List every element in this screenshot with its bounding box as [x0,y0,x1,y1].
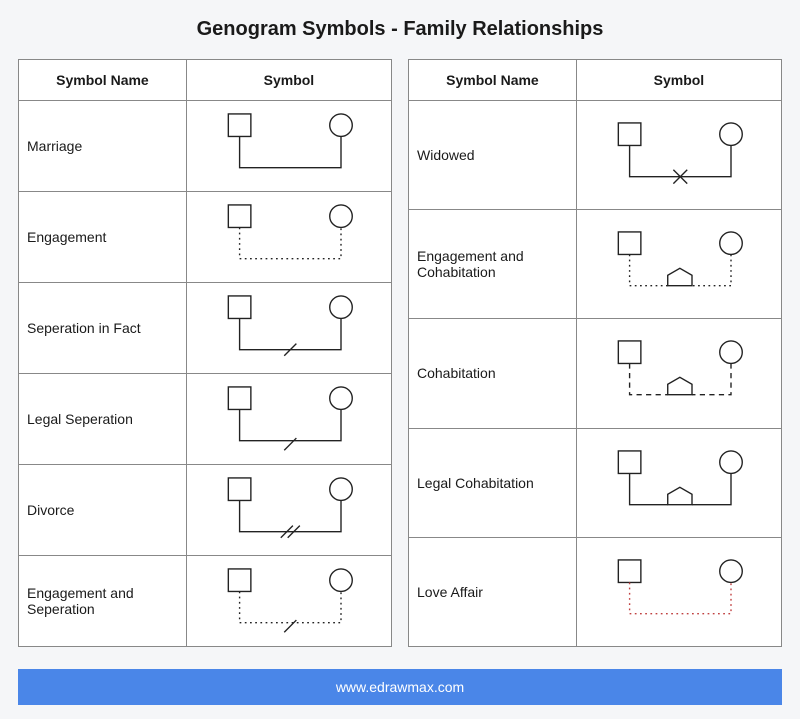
symbol-name-cell: Marriage [19,101,187,192]
col-header-name: Symbol Name [409,60,577,101]
table-row: Engagement and Cohabitation [409,210,782,319]
symbol-cell [576,319,781,428]
genogram-symbol-icon [589,553,769,631]
symbol-name-cell: Divorce [19,465,187,556]
genogram-symbol-icon [589,444,769,522]
table-row: Legal Seperation [19,374,392,465]
symbol-name-cell: Love Affair [409,537,577,646]
genogram-symbol-icon [199,289,379,367]
right-table: Symbol Name Symbol WidowedEngagement and… [408,59,782,647]
genogram-symbol-icon [589,116,769,194]
col-header-symbol: Symbol [186,60,391,101]
tables-container: Symbol Name Symbol MarriageEngagementSep… [18,59,782,647]
symbol-cell [186,556,391,647]
table-row: Legal Cohabitation [409,428,782,537]
genogram-symbol-icon [199,380,379,458]
table-row: Engagement [19,192,392,283]
symbol-name-cell: Cohabitation [409,319,577,428]
left-table-body: MarriageEngagementSeperation in FactLega… [19,101,392,647]
genogram-symbol-icon [199,471,379,549]
symbol-name-cell: Engagement and Cohabitation [409,210,577,319]
page-title: Genogram Symbols - Family Relationships [18,18,782,41]
table-row: Widowed [409,101,782,210]
table-row: Seperation in Fact [19,283,392,374]
symbol-name-cell: Engagement [19,192,187,283]
col-header-name: Symbol Name [19,60,187,101]
symbol-cell [186,101,391,192]
genogram-symbol-icon [199,198,379,276]
right-table-body: WidowedEngagement and CohabitationCohabi… [409,101,782,647]
symbol-cell [576,101,781,210]
symbol-cell [186,374,391,465]
symbol-cell [576,537,781,646]
symbol-name-cell: Widowed [409,101,577,210]
symbol-name-cell: Legal Cohabitation [409,428,577,537]
symbol-cell [576,210,781,319]
table-row: Love Affair [409,537,782,646]
symbol-cell [576,428,781,537]
left-table: Symbol Name Symbol MarriageEngagementSep… [18,59,392,647]
footer-bar: www.edrawmax.com [18,669,782,705]
table-row: Engagement and Seperation [19,556,392,647]
symbol-cell [186,465,391,556]
genogram-symbol-icon [199,562,379,640]
symbol-cell [186,283,391,374]
symbol-cell [186,192,391,283]
table-row: Cohabitation [409,319,782,428]
genogram-symbol-icon [589,334,769,412]
symbol-name-cell: Legal Seperation [19,374,187,465]
table-row: Marriage [19,101,392,192]
symbol-name-cell: Seperation in Fact [19,283,187,374]
table-row: Divorce [19,465,392,556]
symbol-name-cell: Engagement and Seperation [19,556,187,647]
genogram-symbol-icon [589,225,769,303]
col-header-symbol: Symbol [576,60,781,101]
genogram-symbol-icon [199,107,379,185]
